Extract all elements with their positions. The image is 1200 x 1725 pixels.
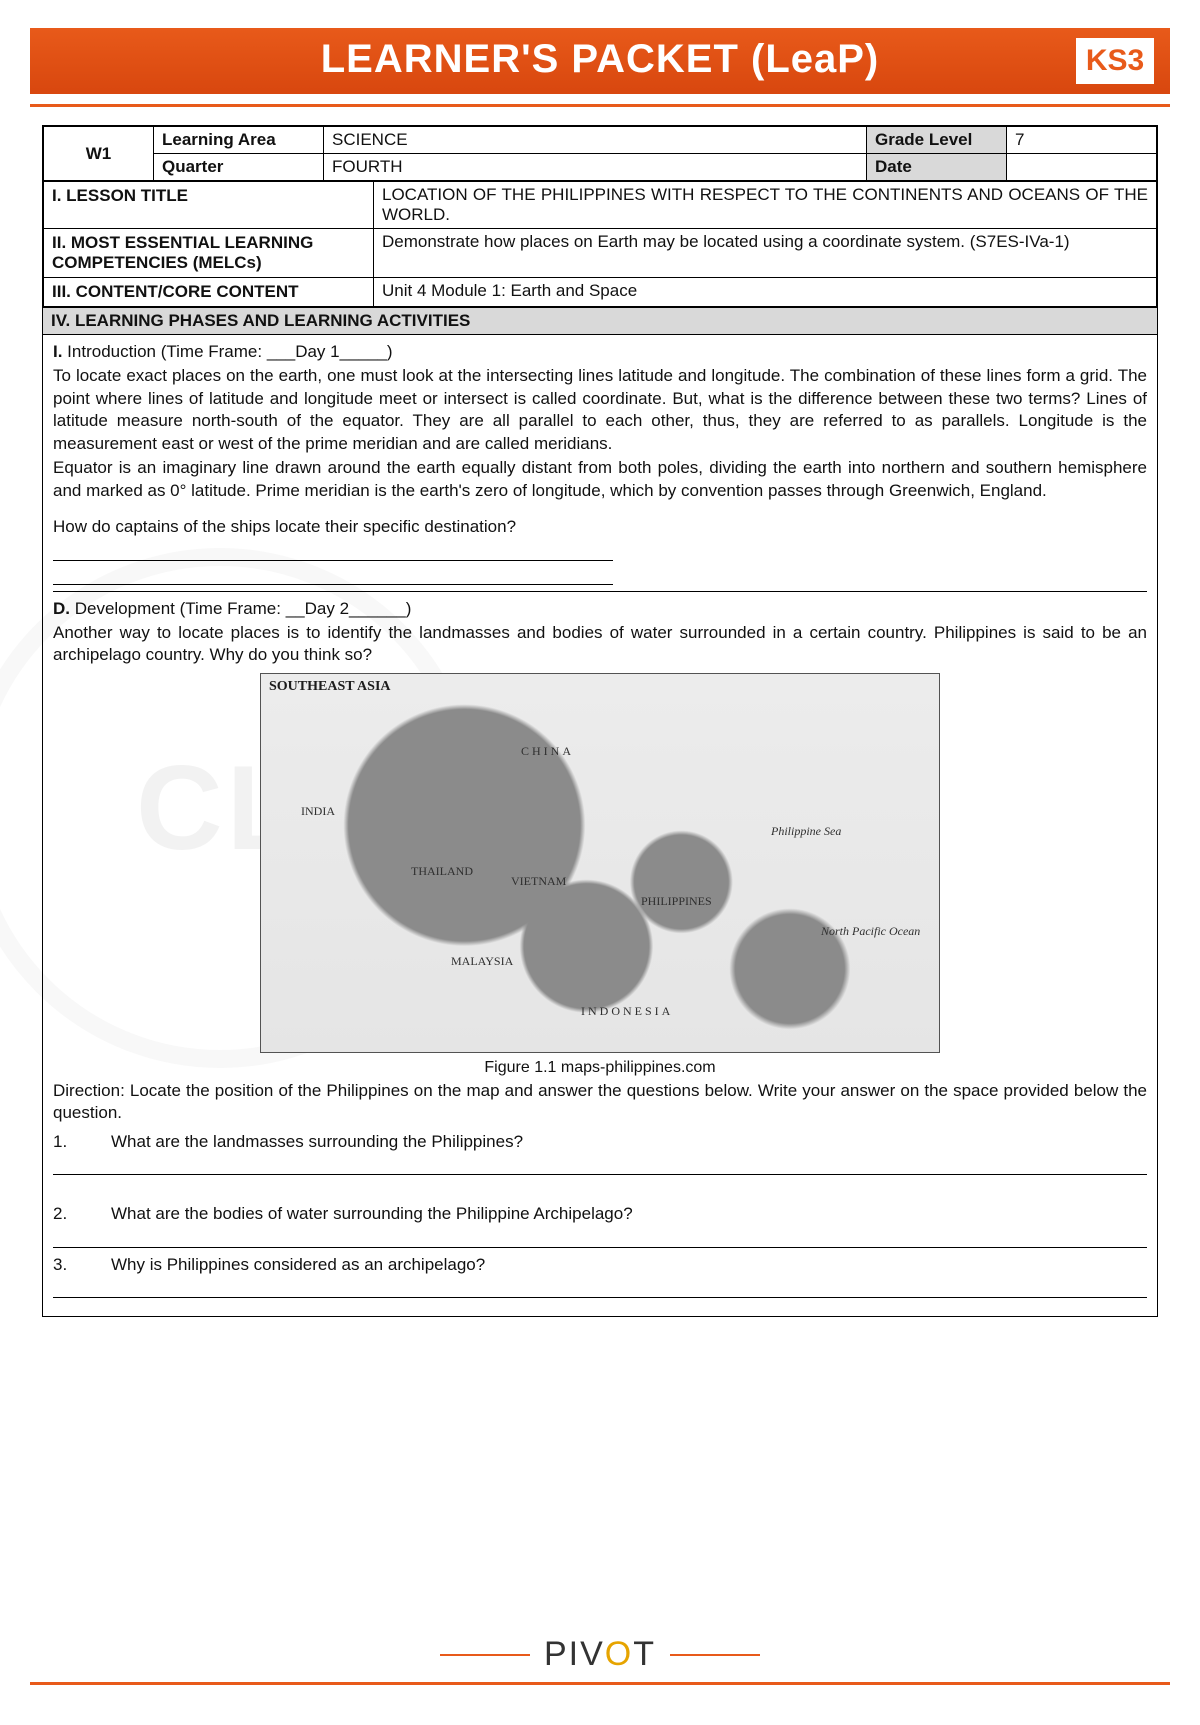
worksheet-frame: W1 Learning Area SCIENCE Grade Level 7 Q… [42, 125, 1158, 1317]
map-label-pacific: North Pacific Ocean [821, 924, 920, 940]
q3-number: 3. [53, 1254, 93, 1276]
footer-dash-right [670, 1654, 760, 1656]
learning-area-value: SCIENCE [324, 127, 867, 154]
question-row: 1. What are the landmasses surrounding t… [53, 1131, 1147, 1153]
lesson-title-value: LOCATION OF THE PHILIPPINES WITH RESPECT… [374, 182, 1157, 229]
q3-text: Why is Philippines considered as an arch… [111, 1254, 1147, 1276]
question-row: 2. What are the bodies of water surround… [53, 1203, 1147, 1225]
content-label: III. CONTENT/CORE CONTENT [44, 278, 374, 307]
quarter-value: FOURTH [324, 154, 867, 181]
answer-line[interactable] [53, 1155, 1147, 1175]
phases-band: IV. LEARNING PHASES AND LEARNING ACTIVIT… [43, 307, 1157, 335]
southeast-asia-map: SOUTHEAST ASIA CHINA INDIA THAILAND VIET… [260, 673, 940, 1053]
map-label-philippines: PHILIPPINES [641, 894, 712, 910]
info-rows: I. LESSON TITLE LOCATION OF THE PHILIPPI… [43, 181, 1157, 307]
map-label-thailand: THAILAND [411, 864, 473, 880]
quarter-label: Quarter [154, 154, 324, 181]
intro-heading: Introduction (Time Frame: ___Day 1_____) [62, 342, 392, 361]
footer-logo: PIVOT [440, 1635, 760, 1674]
intro-para1: To locate exact places on the earth, one… [53, 365, 1147, 455]
grade-level-label: Grade Level [867, 127, 1007, 154]
answer-line[interactable] [53, 541, 613, 561]
map-title: SOUTHEAST ASIA [269, 678, 391, 696]
content-value: Unit 4 Module 1: Earth and Space [374, 278, 1157, 307]
map-label-indonesia: INDONESIA [581, 1004, 673, 1020]
divider [53, 591, 1147, 592]
map-label-phil-sea: Philippine Sea [771, 824, 841, 840]
footer-brand-pre: PIV [544, 1635, 605, 1673]
question-row: 3. Why is Philippines considered as an a… [53, 1254, 1147, 1276]
q1-number: 1. [53, 1131, 93, 1153]
meta-table: W1 Learning Area SCIENCE Grade Level 7 Q… [43, 126, 1157, 181]
intro-question: How do captains of the ships locate thei… [53, 516, 1147, 538]
answer-line[interactable] [53, 565, 613, 585]
q2-number: 2. [53, 1203, 93, 1225]
intro-para2: Equator is an imaginary line drawn aroun… [53, 457, 1147, 502]
map-label-vietnam: VIETNAM [511, 874, 566, 890]
page-footer: PIVOT [0, 1635, 1200, 1685]
banner-underline [30, 104, 1170, 107]
week-cell: W1 [44, 127, 154, 181]
dev-para: Another way to locate places is to ident… [53, 622, 1147, 667]
footer-brand-o: O [605, 1635, 633, 1673]
header-banner: LEARNER'S PACKET (LeaP) KS3 [30, 28, 1170, 94]
map-label-malaysia: MALAYSIA [451, 954, 513, 970]
dev-heading: Development (Time Frame: __Day 2______) [70, 599, 411, 618]
introduction-block: I. Introduction (Time Frame: ___Day 1___… [43, 335, 1157, 1316]
footer-dash-left [440, 1654, 530, 1656]
melc-label: II. MOST ESSENTIAL LEARNING COMPETENCIES… [44, 229, 374, 278]
map-label-china: CHINA [521, 744, 574, 760]
answer-line[interactable] [53, 1278, 1147, 1298]
q1-text: What are the landmasses surrounding the … [111, 1131, 1147, 1153]
answer-line[interactable] [53, 1228, 1147, 1248]
learning-area-label: Learning Area [154, 127, 324, 154]
footer-brand-post: T [633, 1635, 656, 1673]
map-caption: Figure 1.1 maps-philippines.com [53, 1057, 1147, 1078]
lesson-title-label: I. LESSON TITLE [44, 182, 374, 229]
dev-heading-prefix: D. [53, 599, 70, 618]
map-label-india: INDIA [301, 804, 335, 820]
banner-title: LEARNER'S PACKET (LeaP) [321, 37, 880, 82]
map-figure: SOUTHEAST ASIA CHINA INDIA THAILAND VIET… [53, 673, 1147, 1078]
direction-text: Direction: Locate the position of the Ph… [53, 1080, 1147, 1125]
date-value[interactable] [1007, 154, 1157, 181]
footer-rule [30, 1682, 1170, 1685]
banner-badge: KS3 [1076, 38, 1154, 84]
grade-level-value: 7 [1007, 127, 1157, 154]
date-label: Date [867, 154, 1007, 181]
q2-text: What are the bodies of water surrounding… [111, 1203, 1147, 1225]
melc-value: Demonstrate how places on Earth may be l… [374, 229, 1157, 278]
